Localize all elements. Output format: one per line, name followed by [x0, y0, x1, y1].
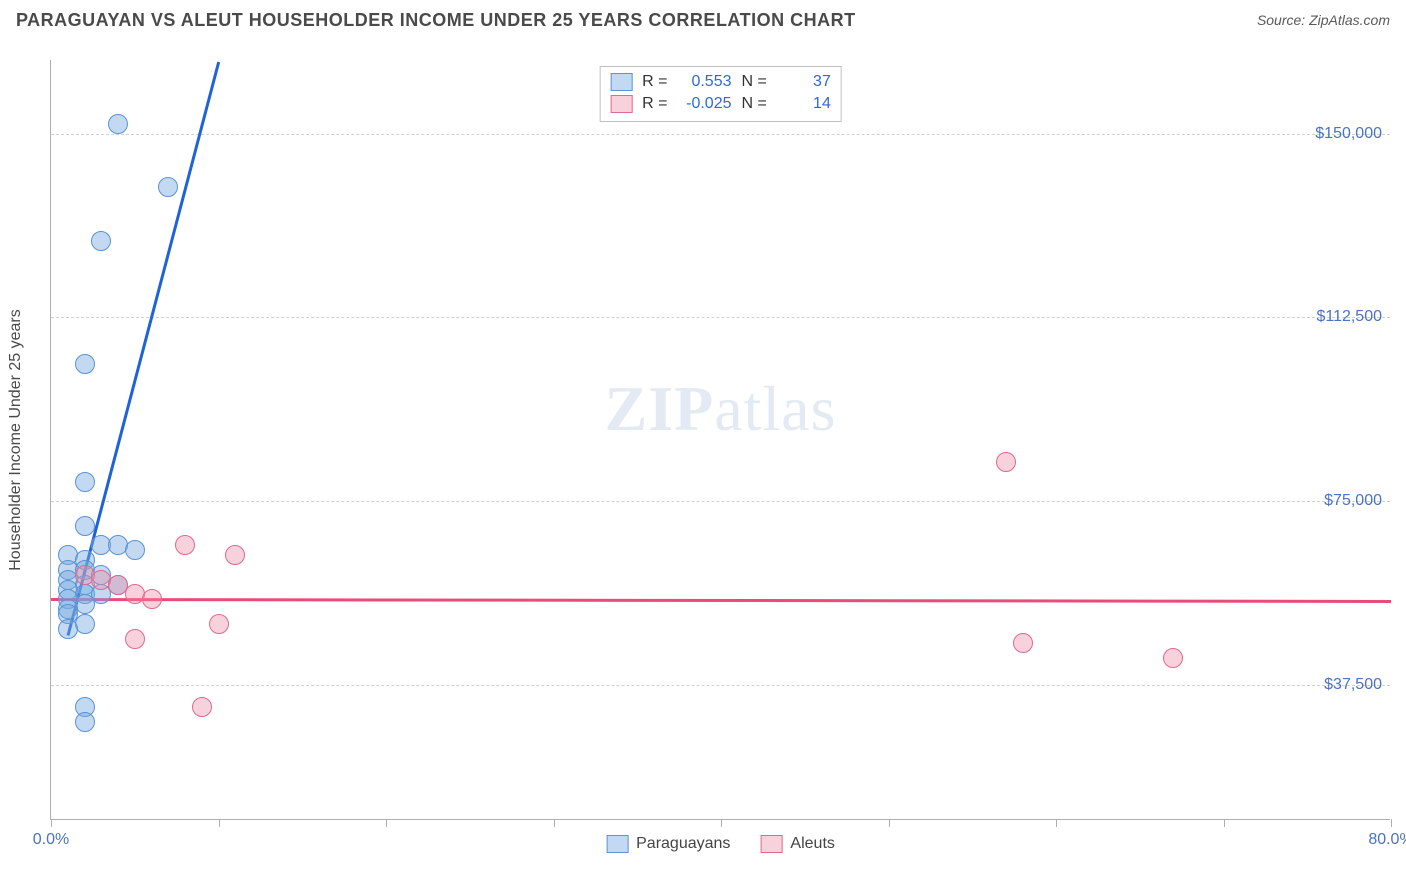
x-tick	[1391, 819, 1392, 827]
data-point	[996, 452, 1016, 472]
data-point	[75, 516, 95, 536]
r-value: 0.553	[678, 73, 732, 91]
x-tick	[721, 819, 722, 827]
y-tick-label: $75,000	[1324, 492, 1382, 510]
data-point	[142, 589, 162, 609]
gridline	[51, 317, 1390, 318]
stats-row: R = 0.553 N = 37	[610, 71, 831, 93]
source-attribution: Source: ZipAtlas.com	[1257, 12, 1390, 28]
legend-label: Paraguayans	[636, 835, 730, 853]
legend-item: Paraguayans	[606, 835, 730, 853]
x-tick	[219, 819, 220, 827]
x-tick	[1056, 819, 1057, 827]
x-tick-label: 0.0%	[33, 831, 69, 849]
r-value: -0.025	[678, 95, 732, 113]
data-point	[91, 231, 111, 251]
x-tick-label: 80.0%	[1368, 831, 1406, 849]
y-tick-label: $150,000	[1315, 125, 1382, 143]
n-value: 14	[777, 95, 831, 113]
legend: Paraguayans Aleuts	[606, 835, 835, 853]
data-point	[175, 535, 195, 555]
data-point	[1013, 633, 1033, 653]
stats-row: R = -0.025 N = 14	[610, 93, 831, 115]
x-tick	[554, 819, 555, 827]
chart-header: PARAGUAYAN VS ALEUT HOUSEHOLDER INCOME U…	[0, 0, 1406, 42]
x-tick	[1224, 819, 1225, 827]
data-point	[75, 472, 95, 492]
data-point	[75, 712, 95, 732]
x-tick	[386, 819, 387, 827]
series-swatch-icon	[610, 73, 632, 91]
series-swatch-icon	[606, 835, 628, 853]
trend-line	[51, 598, 1391, 602]
chart-title: PARAGUAYAN VS ALEUT HOUSEHOLDER INCOME U…	[16, 10, 856, 30]
data-point	[125, 629, 145, 649]
n-value: 37	[777, 73, 831, 91]
y-tick-label: $37,500	[1324, 676, 1382, 694]
gridline	[51, 501, 1390, 502]
gridline	[51, 134, 1390, 135]
data-point	[225, 545, 245, 565]
correlation-stats-box: R = 0.553 N = 37 R = -0.025 N = 14	[599, 66, 842, 122]
y-tick-label: $112,500	[1316, 308, 1382, 326]
n-label: N =	[742, 95, 767, 113]
data-point	[192, 697, 212, 717]
r-label: R =	[642, 73, 667, 91]
gridline	[51, 685, 1390, 686]
series-swatch-icon	[760, 835, 782, 853]
legend-item: Aleuts	[760, 835, 834, 853]
data-point	[58, 619, 78, 639]
watermark: ZIPatlas	[605, 372, 837, 446]
data-point	[108, 114, 128, 134]
series-swatch-icon	[610, 95, 632, 113]
y-axis-label: Householder Income Under 25 years	[7, 309, 25, 570]
data-point	[209, 614, 229, 634]
data-point	[158, 177, 178, 197]
x-tick	[889, 819, 890, 827]
legend-label: Aleuts	[790, 835, 834, 853]
data-point	[75, 354, 95, 374]
data-point	[125, 540, 145, 560]
x-tick	[51, 819, 52, 827]
scatter-plot: Householder Income Under 25 years ZIPatl…	[50, 60, 1390, 820]
r-label: R =	[642, 95, 667, 113]
n-label: N =	[742, 73, 767, 91]
data-point	[1163, 648, 1183, 668]
